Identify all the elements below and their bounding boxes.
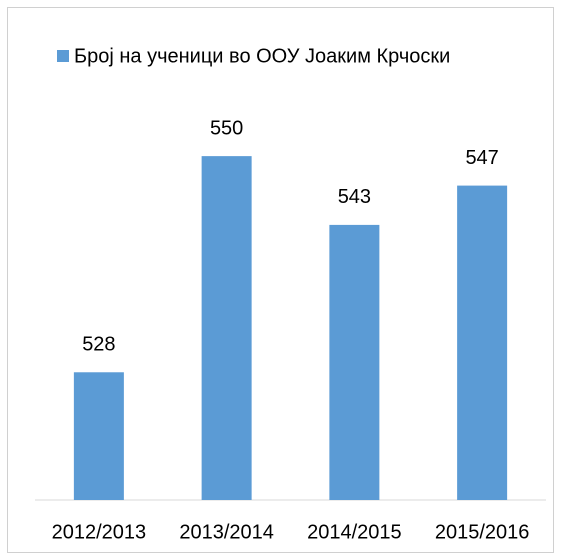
x-tick-label: 2013/2014 [179, 521, 274, 543]
bar [329, 224, 380, 500]
legend-swatch [57, 50, 69, 62]
bar [201, 156, 252, 500]
data-label: 547 [465, 147, 498, 169]
x-tick-label: 2014/2015 [307, 521, 402, 543]
data-label: 543 [338, 186, 371, 208]
bar [457, 185, 508, 500]
data-label: 528 [82, 334, 115, 356]
x-tick-label: 2015/2016 [435, 521, 530, 543]
legend-label: Број на ученици во ООУ Јоаким Крчоски [74, 45, 450, 67]
bar [73, 372, 124, 500]
data-label: 550 [210, 117, 243, 139]
x-tick-label: 2012/2013 [52, 521, 147, 543]
